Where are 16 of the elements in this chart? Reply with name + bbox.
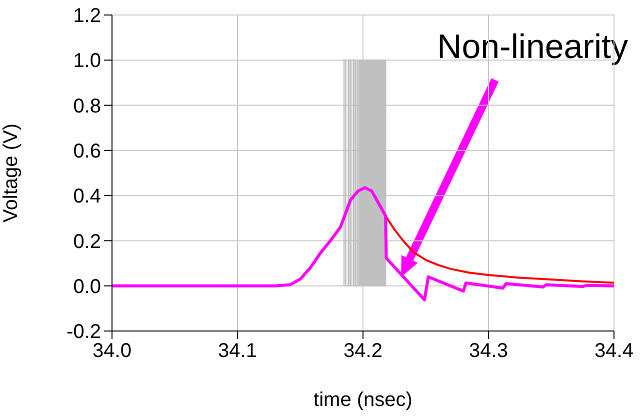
y-tick-label: 0.0 [73,276,101,298]
annotation: Non-linearity [437,28,628,66]
line-series [112,186,614,302]
x-tick-label: 34.3 [469,340,508,362]
x-tick-label: 34.4 [594,340,634,362]
y-tick-label: 0.4 [73,186,101,208]
y-tick-label: 1.2 [73,5,101,28]
y-axis-title: Voltage (V) [0,124,22,222]
line-series [384,214,614,284]
x-tick-label: 34.1 [218,340,257,362]
y-tick-label: 0.2 [73,230,101,253]
y-tick-label: 0.8 [73,95,101,118]
y-tick-label: 1.0 [73,50,101,72]
x-axis-title: time (nsec) [314,389,412,411]
y-tick-label: 0.6 [73,140,101,163]
x-tick-label: 34.2 [344,340,382,362]
